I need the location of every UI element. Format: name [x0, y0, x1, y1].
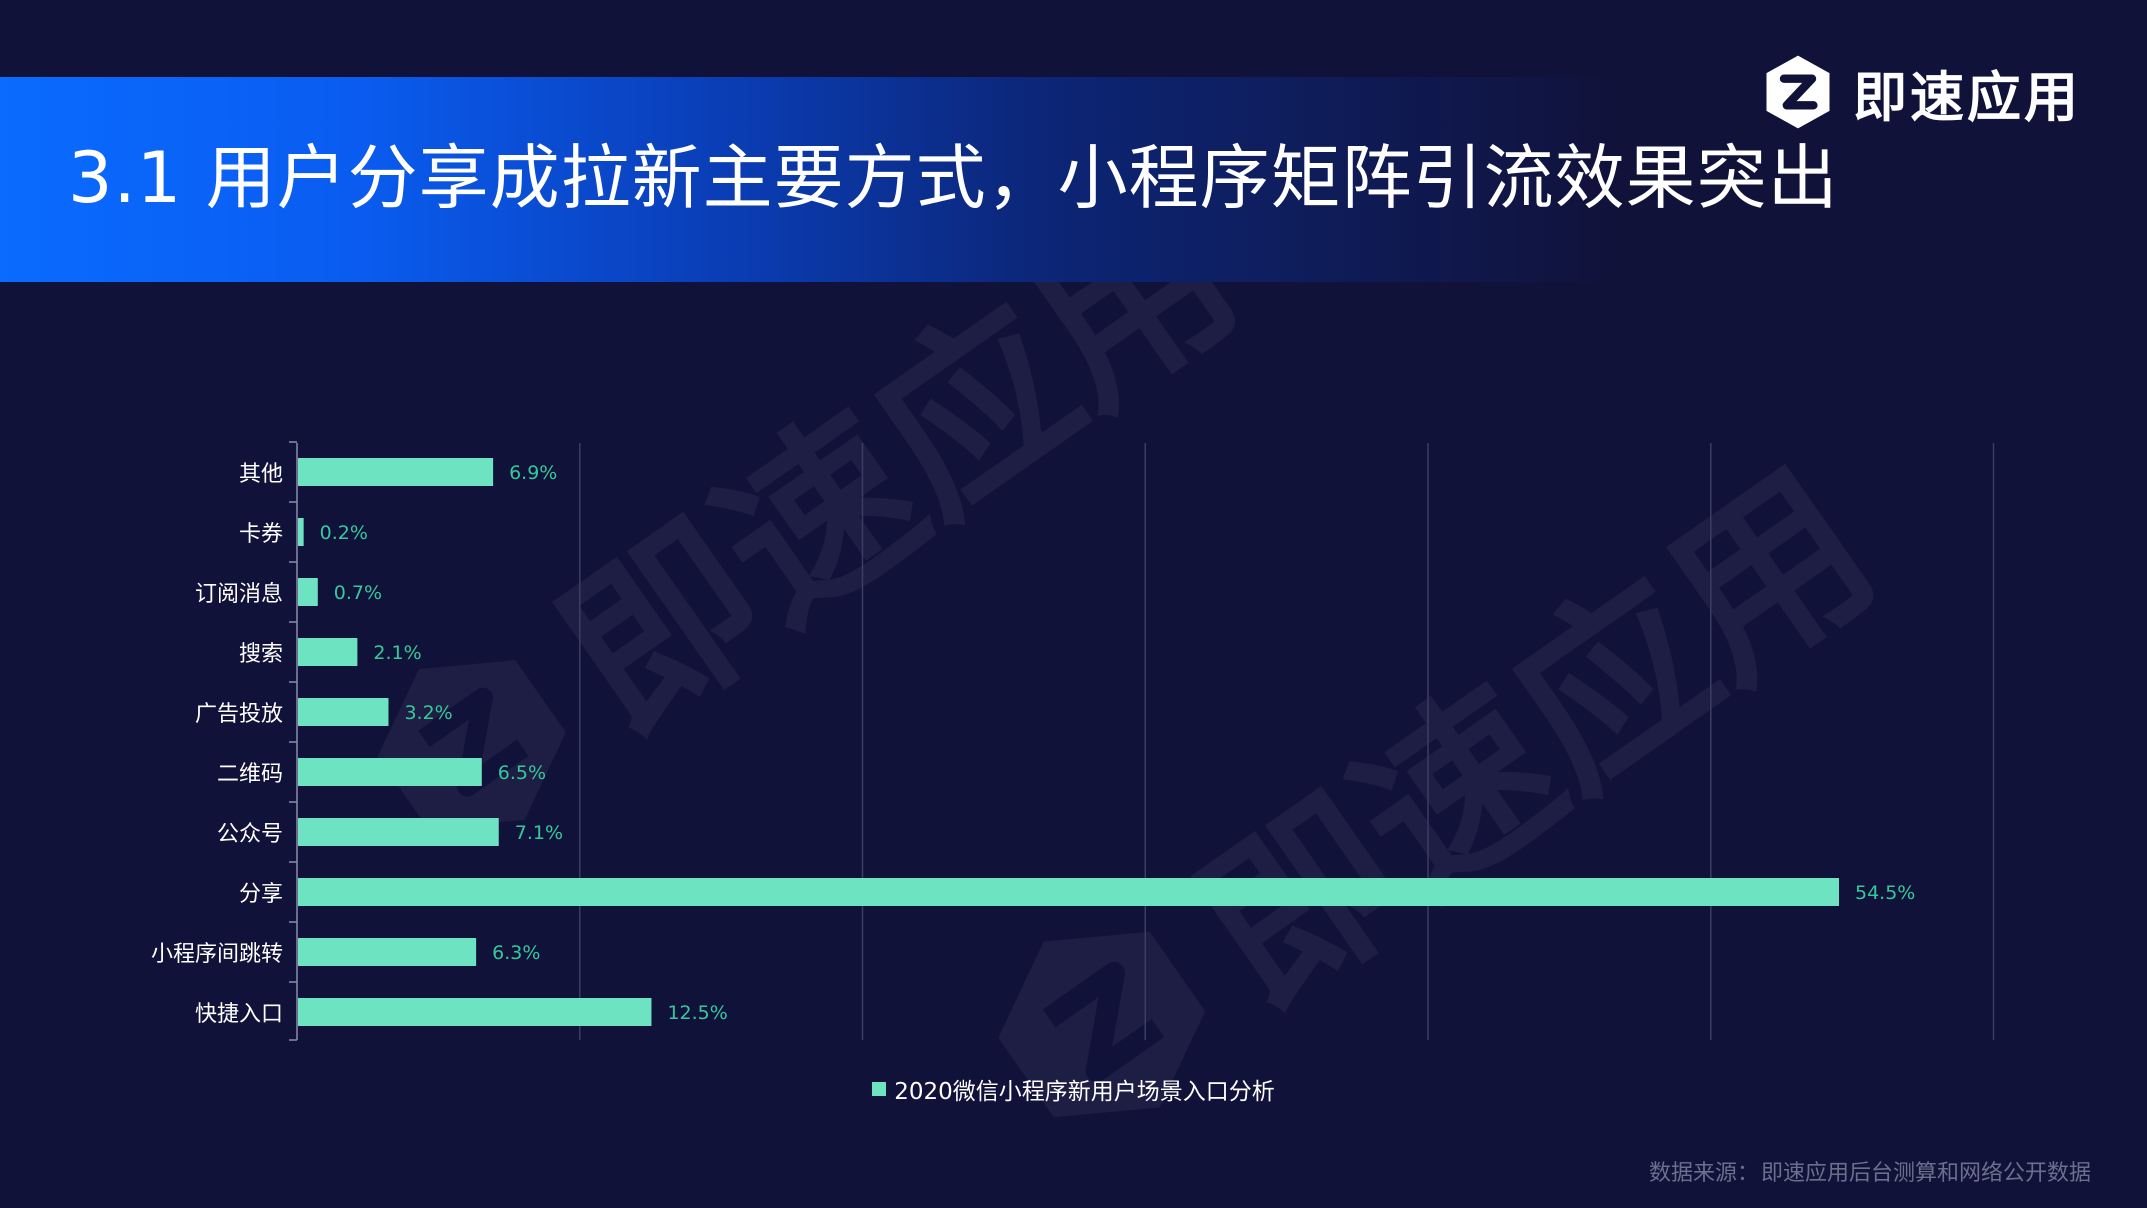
chart-legend: 2020微信小程序新用户场景入口分析 — [0, 1072, 2147, 1106]
category-label: 广告投放 — [195, 702, 283, 727]
chart-bars — [298, 458, 1839, 1026]
bar — [298, 818, 499, 846]
brand: 即速应用 — [1763, 52, 2081, 132]
chart-axis — [289, 441, 298, 1041]
data-label: 12.5% — [667, 1002, 727, 1024]
brand-name: 即速应用 — [1853, 65, 2081, 129]
data-label: 0.7% — [334, 582, 382, 604]
data-label: 6.9% — [509, 462, 557, 484]
data-label: 3.2% — [404, 702, 452, 724]
category-label: 订阅消息 — [195, 582, 283, 607]
bar — [298, 938, 477, 966]
bar — [298, 578, 318, 606]
data-label: 7.1% — [515, 822, 563, 844]
brand-logo-icon — [1766, 55, 1830, 129]
chart-labels: 其他 6.9% 卡券 0.2% 订阅消息 0.7% 搜索 2.1% 广告投放 3.2% 二维码 6.5… — [151, 462, 1915, 1027]
bar — [298, 878, 1839, 906]
data-label: 0.2% — [320, 522, 368, 544]
title-band — [0, 77, 1620, 282]
legend-label: 2020微信小程序新用户场景入口分析 — [894, 1079, 1275, 1105]
category-label: 其他 — [239, 462, 283, 487]
bar — [298, 998, 652, 1026]
category-label: 卡券 — [239, 522, 283, 547]
category-label: 分享 — [239, 882, 283, 907]
category-label: 搜索 — [239, 642, 283, 667]
bar — [298, 698, 389, 726]
bar — [298, 458, 494, 486]
data-source-note: 数据来源：即速应用后台测算和网络公开数据 — [1649, 1155, 2091, 1187]
category-label: 小程序间跳转 — [151, 942, 283, 967]
bar — [298, 518, 304, 546]
bar — [298, 638, 358, 666]
category-label: 公众号 — [217, 822, 283, 847]
bar — [298, 758, 482, 786]
legend-swatch — [872, 1082, 887, 1096]
data-label: 6.5% — [498, 762, 546, 784]
category-label: 快捷入口 — [195, 1002, 283, 1027]
data-label: 54.5% — [1855, 882, 1915, 904]
source-prefix: 数据来源： — [1648, 1161, 1759, 1186]
source-text: 即速应用后台测算和网络公开数据 — [1760, 1161, 2091, 1186]
chart-grid — [579, 443, 1995, 1040]
data-label: 2.1% — [373, 642, 421, 664]
category-label: 二维码 — [217, 762, 283, 787]
data-label: 6.3% — [492, 942, 540, 964]
page-title: 3.1 用户分享成拉新主要方式，小程序矩阵引流效果突出 — [68, 137, 1839, 219]
